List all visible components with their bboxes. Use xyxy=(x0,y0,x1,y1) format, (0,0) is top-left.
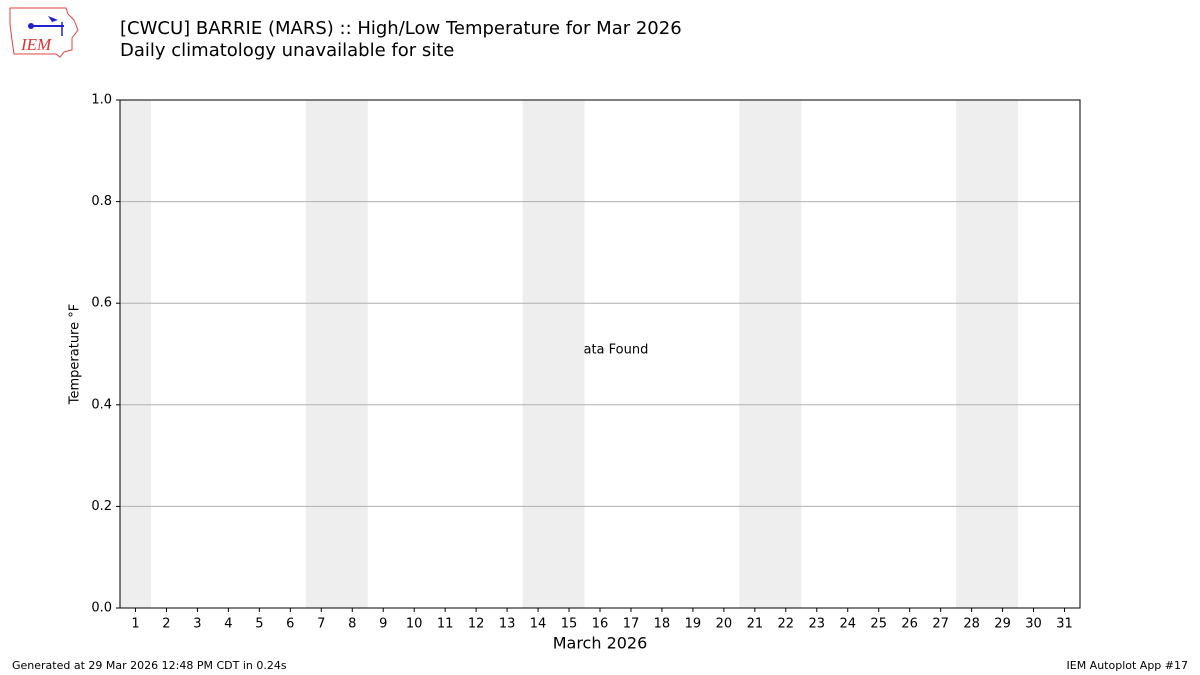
x-tick-label: 12 xyxy=(468,617,485,632)
weekend-span xyxy=(956,100,1019,608)
x-tick-label: 20 xyxy=(716,617,733,632)
x-tick-label: 2 xyxy=(162,617,170,632)
x-tick-label: 14 xyxy=(530,617,547,632)
weekend-span xyxy=(120,100,151,608)
y-tick-label: 0.4 xyxy=(91,397,112,412)
y-tick-label: 0.0 xyxy=(91,601,112,616)
weekend-span xyxy=(305,100,368,608)
x-tick-label: 22 xyxy=(778,617,795,632)
x-tick-label: 11 xyxy=(437,617,454,632)
x-tick-label: 27 xyxy=(932,617,949,632)
x-tick-label: 28 xyxy=(963,617,980,632)
x-tick-label: 15 xyxy=(561,617,578,632)
x-tick-label: 9 xyxy=(379,617,387,632)
x-tick-label: 5 xyxy=(255,617,263,632)
plot-frame xyxy=(119,99,1081,609)
x-tick-label: 17 xyxy=(623,617,640,632)
x-tick-label: 26 xyxy=(901,617,918,632)
weekend-span xyxy=(739,100,802,608)
x-tick-label: 30 xyxy=(1025,617,1042,632)
footer-right: IEM Autoplot App #17 xyxy=(1067,659,1189,672)
x-tick-label: 24 xyxy=(839,617,856,632)
x-tick-label: 19 xyxy=(685,617,702,632)
logo-text: IEM xyxy=(20,35,52,54)
x-tick-label: 25 xyxy=(870,617,887,632)
x-tick-label: 18 xyxy=(654,617,671,632)
x-tick-label: 23 xyxy=(809,617,826,632)
x-tick-label: 3 xyxy=(193,617,201,632)
x-tick-label: 13 xyxy=(499,617,516,632)
x-tick-label: 1 xyxy=(131,617,139,632)
x-tick-label: 16 xyxy=(592,617,609,632)
chart-title: [CWCU] BARRIE (MARS) :: High/Low Tempera… xyxy=(120,18,682,39)
y-axis-label: Temperature °F xyxy=(68,304,83,405)
y-tick-label: 0.8 xyxy=(91,194,112,209)
chart-subtitle: Daily climatology unavailable for site xyxy=(120,40,454,61)
x-tick-label: 6 xyxy=(286,617,294,632)
y-tick-label: 1.0 xyxy=(91,93,112,108)
weekend-span xyxy=(522,100,585,608)
y-tick-label: 0.6 xyxy=(91,296,112,311)
x-tick-label: 7 xyxy=(317,617,325,632)
x-tick-label: 4 xyxy=(224,617,232,632)
x-tick-label: 29 xyxy=(994,617,1011,632)
footer-left: Generated at 29 Mar 2026 12:48 PM CDT in… xyxy=(12,659,287,672)
x-tick-label: 31 xyxy=(1056,617,1073,632)
x-tick-label: 8 xyxy=(348,617,356,632)
x-tick-label: 10 xyxy=(406,617,423,632)
x-tick-label: 21 xyxy=(747,617,764,632)
logo: IEM xyxy=(9,7,79,58)
y-tick-label: 0.2 xyxy=(91,499,112,514)
x-axis-label: March 2026 xyxy=(553,634,648,653)
